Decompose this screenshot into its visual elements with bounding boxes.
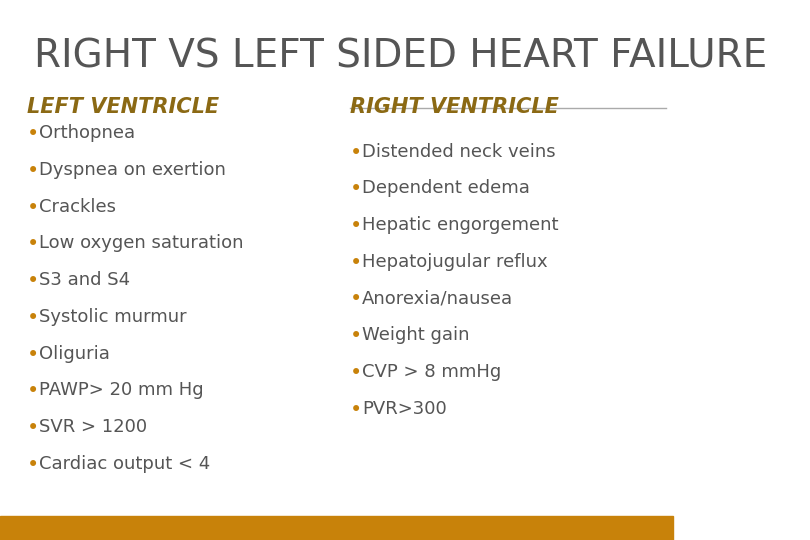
Text: SVR > 1200: SVR > 1200 [39,418,147,436]
Text: Systolic murmur: Systolic murmur [39,308,186,326]
Text: •: • [27,418,39,438]
Text: Dyspnea on exertion: Dyspnea on exertion [39,161,226,179]
Text: Hepatojugular reflux: Hepatojugular reflux [362,253,548,271]
Text: RIGHT VENTRICLE: RIGHT VENTRICLE [350,97,559,117]
Text: Orthopnea: Orthopnea [39,124,135,142]
Text: Weight gain: Weight gain [362,326,470,344]
Text: •: • [350,179,362,199]
Text: PAWP> 20 mm Hg: PAWP> 20 mm Hg [39,381,203,399]
Text: •: • [350,289,362,309]
Text: S3 and S4: S3 and S4 [39,271,130,289]
Text: •: • [27,271,39,291]
Text: •: • [27,455,39,475]
Text: •: • [350,253,362,273]
Text: •: • [27,381,39,401]
Text: •: • [350,143,362,163]
Text: •: • [350,326,362,346]
Text: •: • [27,124,39,144]
Text: Low oxygen saturation: Low oxygen saturation [39,234,244,252]
Text: •: • [27,308,39,328]
Text: CVP > 8 mmHg: CVP > 8 mmHg [362,363,501,381]
Text: PVR>300: PVR>300 [362,400,447,417]
Text: Distended neck veins: Distended neck veins [362,143,556,160]
Text: Oliguria: Oliguria [39,345,110,362]
Text: Cardiac output < 4: Cardiac output < 4 [39,455,211,472]
Text: •: • [350,216,362,236]
Text: LEFT VENTRICLE: LEFT VENTRICLE [27,97,219,117]
Text: Hepatic engorgement: Hepatic engorgement [362,216,559,234]
FancyBboxPatch shape [0,516,673,540]
Text: Anorexia/nausea: Anorexia/nausea [362,289,514,307]
Text: Dependent edema: Dependent edema [362,179,530,197]
Text: RIGHT VS LEFT SIDED HEART FAILURE: RIGHT VS LEFT SIDED HEART FAILURE [34,38,767,76]
Text: •: • [350,400,362,420]
Text: •: • [27,345,39,364]
Text: •: • [27,198,39,218]
Text: •: • [350,363,362,383]
Text: Crackles: Crackles [39,198,116,215]
Text: •: • [27,234,39,254]
Text: •: • [27,161,39,181]
